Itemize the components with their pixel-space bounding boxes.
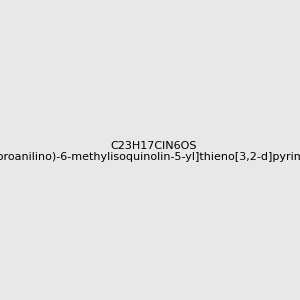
Text: C23H17ClN6OS
4-amino-N-[1-(3-chloroanilino)-6-methylisoquinolin-5-yl]thieno[3,2-: C23H17ClN6OS 4-amino-N-[1-(3-chloroanili… — [0, 141, 300, 162]
